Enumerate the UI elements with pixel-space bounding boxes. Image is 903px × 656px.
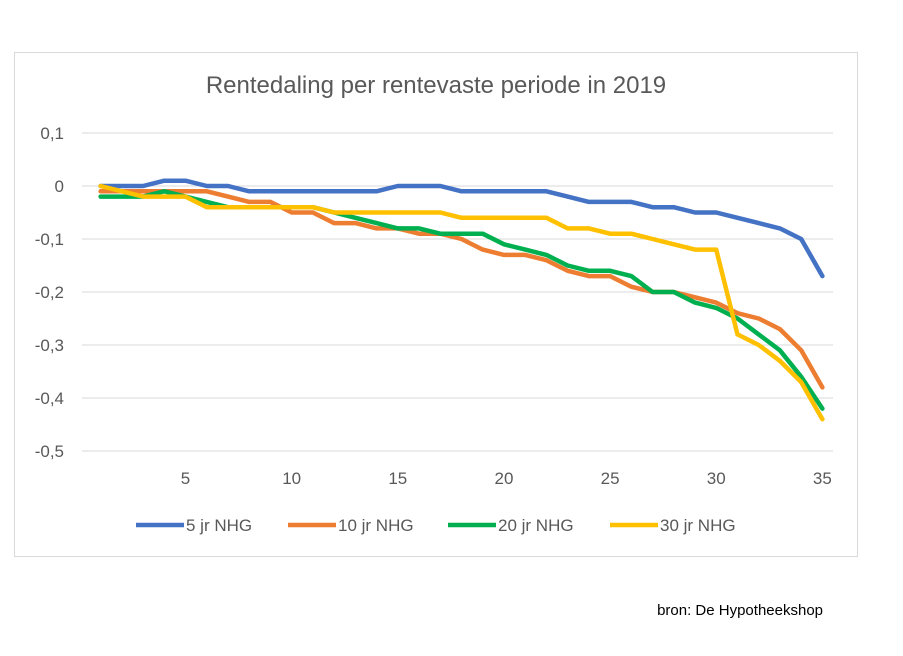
y-tick-label: -0,3	[35, 336, 64, 355]
series-lines	[98, 178, 825, 422]
x-tick-label: 20	[494, 469, 513, 488]
x-tick-label: 35	[813, 469, 832, 488]
x-tick-label: 10	[282, 469, 301, 488]
legend-label: 5 jr NHG	[186, 516, 252, 535]
legend-label: 10 jr NHG	[338, 516, 414, 535]
y-tick-label: -0,4	[35, 389, 64, 408]
source-credit: bron: De Hypotheekshop	[657, 602, 823, 619]
y-axis-labels: 0,1 0 -0,1 -0,2 -0,3 -0,4 -0,5	[35, 124, 64, 461]
x-tick-label: 5	[181, 469, 190, 488]
x-axis-labels: 5 10 15 20 25 30 35	[181, 469, 832, 488]
series-line	[98, 183, 825, 422]
series-line	[98, 189, 825, 390]
y-tick-label: -0,1	[35, 230, 64, 249]
series-line	[98, 178, 825, 279]
chart-title: Rentedaling per rentevaste periode in 20…	[205, 72, 667, 99]
x-tick-label: 25	[601, 469, 620, 488]
x-tick-label: 30	[707, 469, 726, 488]
y-tick-label: -0,5	[35, 442, 64, 461]
legend-label: 20 jr NHG	[498, 516, 574, 535]
legend-label: 30 jr NHG	[660, 516, 736, 535]
legend: 5 jr NHG 10 jr NHG 20 jr NHG 30 jr NHG	[136, 516, 736, 535]
x-tick-label: 15	[388, 469, 407, 488]
y-tick-label: -0,2	[35, 283, 64, 302]
y-tick-label: 0	[55, 177, 64, 196]
y-tick-label: 0,1	[40, 124, 64, 143]
